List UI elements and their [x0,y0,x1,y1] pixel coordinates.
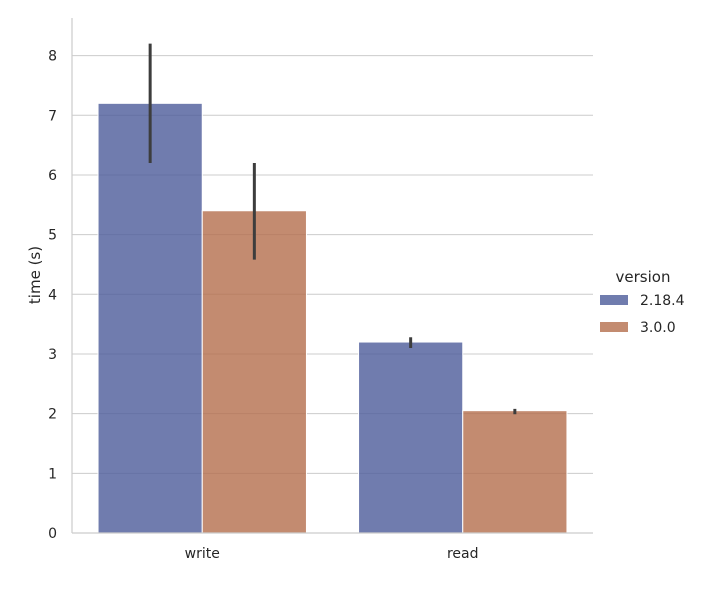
legend-label-2.18.4: 2.18.4 [640,293,685,309]
error-bars [148,43,517,415]
x-tick-labels: write read [185,546,479,562]
y-tick-labels: 0 1 2 3 4 5 6 7 8 [48,49,57,542]
x-tick-label-write: write [185,546,220,562]
legend-title: version [616,268,671,286]
y-tick-label-1: 1 [48,466,57,482]
y-tick-label-7: 7 [48,108,57,124]
legend-swatch-2.18.4 [600,295,628,305]
bar-read-3.0.0 [462,410,568,534]
y-tick-label-0: 0 [48,526,57,542]
bar-write-3.0.0 [201,210,307,534]
y-tick-label-2: 2 [48,407,57,423]
y-axis-label: time (s) [26,246,44,304]
x-tick-label-read: read [447,546,479,562]
axes [71,18,593,534]
y-tick-label-4: 4 [48,287,57,303]
legend-swatch-3.0.0 [600,322,628,332]
legend: version 2.18.4 3.0.0 [600,268,685,336]
y-tick-label-6: 6 [48,168,57,184]
y-tick-label-8: 8 [48,49,57,65]
y-tick-label-5: 5 [48,228,57,244]
bar-read-2.18.4 [358,341,464,534]
bars [97,102,568,534]
bar-write-2.18.4 [97,102,203,534]
legend-label-3.0.0: 3.0.0 [640,320,676,336]
y-tick-label-3: 3 [48,347,57,363]
